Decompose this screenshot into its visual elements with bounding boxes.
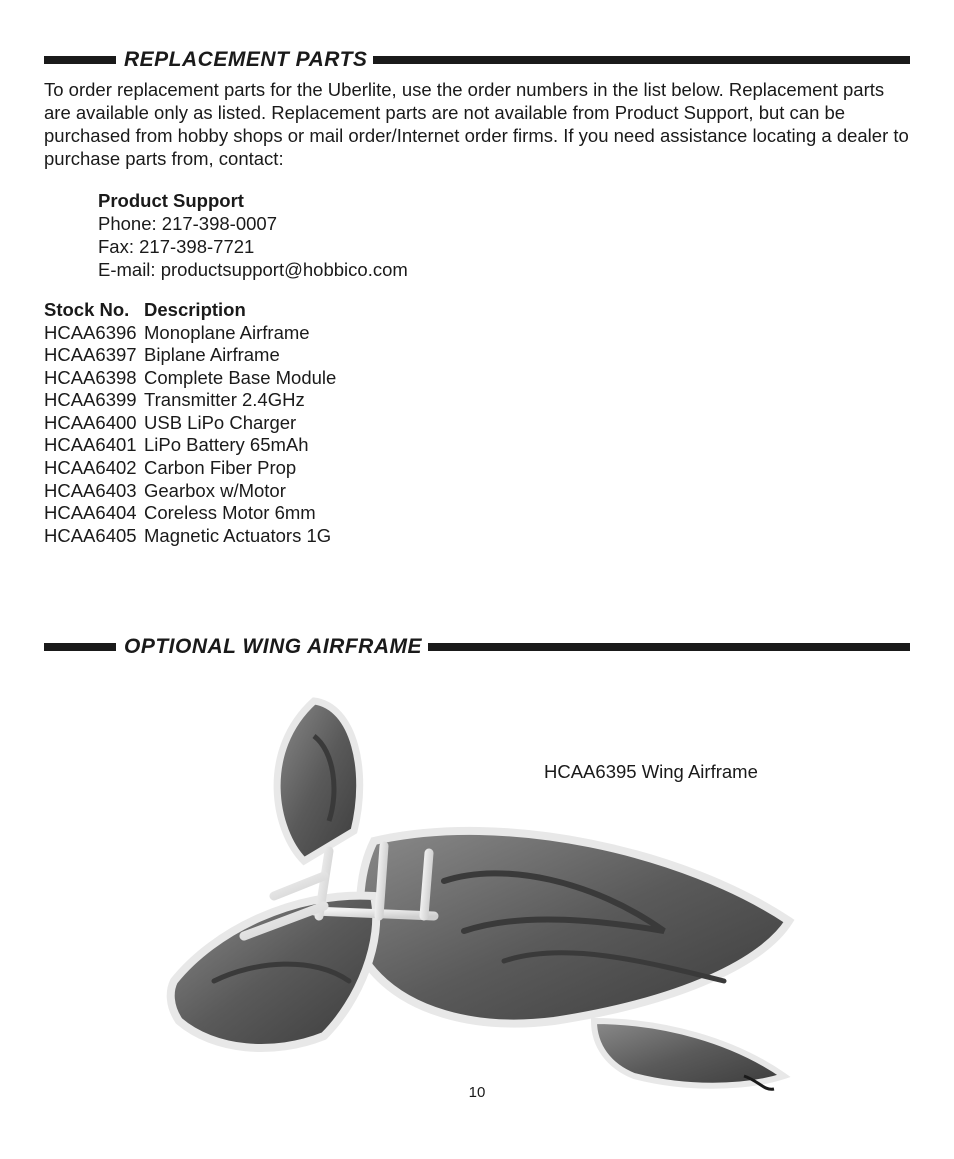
intro-paragraph: To order replacement parts for the Uberl… (44, 78, 910, 171)
product-support-block: Product Support Phone: 217-398-0007 Fax:… (98, 189, 910, 282)
table-row: HCAA6397Biplane Airframe (44, 344, 910, 367)
section-title: REPLACEMENT PARTS (116, 48, 373, 72)
header-bar-right (373, 56, 910, 64)
cell-description: Gearbox w/Motor (144, 480, 910, 503)
cell-stock-no: HCAA6402 (44, 457, 144, 480)
cell-description: LiPo Battery 65mAh (144, 434, 910, 457)
cell-stock-no: HCAA6401 (44, 434, 144, 457)
cell-description: Magnetic Actuators 1G (144, 525, 910, 548)
cell-description: USB LiPo Charger (144, 412, 910, 435)
support-email: E-mail: productsupport@hobbico.com (98, 258, 910, 281)
table-header-row: Stock No. Description (44, 299, 910, 322)
table-row: HCAA6404Coreless Motor 6mm (44, 502, 910, 525)
col-description: Description (144, 299, 910, 322)
section-title: OPTIONAL WING AIRFRAME (116, 635, 428, 659)
cell-description: Monoplane Airframe (144, 322, 910, 345)
cell-stock-no: HCAA6399 (44, 389, 144, 412)
cell-stock-no: HCAA6400 (44, 412, 144, 435)
cell-description: Biplane Airframe (144, 344, 910, 367)
header-bar-left (44, 643, 116, 651)
support-heading: Product Support (98, 189, 910, 212)
header-bar-left (44, 56, 116, 64)
table-row: HCAA6402Carbon Fiber Prop (44, 457, 910, 480)
cell-description: Transmitter 2.4GHz (144, 389, 910, 412)
section-header-optional-wing: OPTIONAL WING AIRFRAME (44, 635, 910, 659)
support-phone: Phone: 217-398-0007 (98, 212, 910, 235)
cell-description: Coreless Motor 6mm (144, 502, 910, 525)
cell-stock-no: HCAA6403 (44, 480, 144, 503)
wing-airframe-icon (124, 681, 804, 1111)
table-row: HCAA6399Transmitter 2.4GHz (44, 389, 910, 412)
cell-stock-no: HCAA6405 (44, 525, 144, 548)
table-row: HCAA6396Monoplane Airframe (44, 322, 910, 345)
table-row: HCAA6400USB LiPo Charger (44, 412, 910, 435)
header-bar-right (428, 643, 910, 651)
table-row: HCAA6398Complete Base Module (44, 367, 910, 390)
page-number: 10 (0, 1084, 954, 1101)
table-row: HCAA6403Gearbox w/Motor (44, 480, 910, 503)
parts-table: Stock No. Description HCAA6396Monoplane … (44, 299, 910, 547)
table-row: HCAA6401LiPo Battery 65mAh (44, 434, 910, 457)
wing-figure-area: HCAA6395 Wing Airframe (44, 681, 910, 1121)
cell-stock-no: HCAA6397 (44, 344, 144, 367)
cell-stock-no: HCAA6398 (44, 367, 144, 390)
section-header-replacement: REPLACEMENT PARTS (44, 48, 910, 72)
support-fax: Fax: 217-398-7721 (98, 235, 910, 258)
col-stock-no: Stock No. (44, 299, 144, 322)
table-row: HCAA6405Magnetic Actuators 1G (44, 525, 910, 548)
cell-stock-no: HCAA6404 (44, 502, 144, 525)
cell-description: Complete Base Module (144, 367, 910, 390)
cell-description: Carbon Fiber Prop (144, 457, 910, 480)
cell-stock-no: HCAA6396 (44, 322, 144, 345)
